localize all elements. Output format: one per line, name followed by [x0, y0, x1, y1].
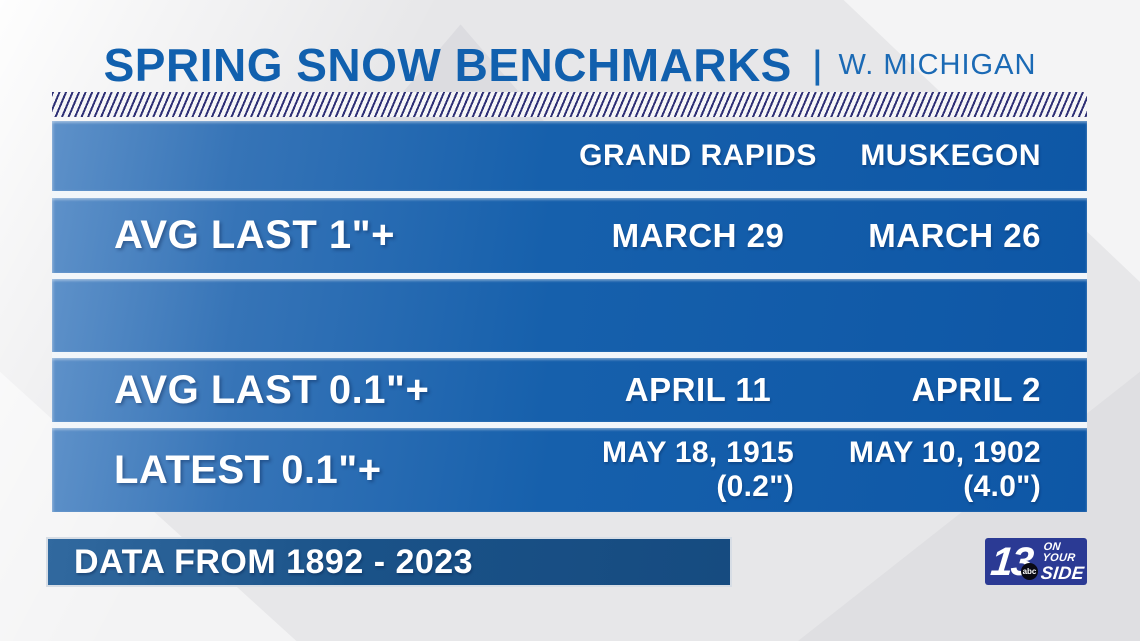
title-region: W. MICHIGAN — [838, 48, 1037, 81]
value-grand-rapids: APRIL 11 — [552, 371, 844, 409]
value-grand-rapids: MARCH 29 — [552, 217, 844, 255]
value-text: MARCH 26 — [868, 216, 1041, 254]
table-row-avg-last-1in: AVG LAST 1"+ MARCH 29 MARCH 26 — [52, 198, 1087, 273]
value-text: APRIL 2 — [911, 371, 1041, 408]
column-header-grand-rapids-label: GRAND RAPIDS — [579, 139, 817, 172]
station-logo: 13 abc ON YOUR SIDE — [985, 538, 1087, 585]
row-label: AVG LAST 1"+ — [114, 213, 395, 257]
title-separator: | — [813, 43, 822, 86]
table-row-avg-last-01in: AVG LAST 0.1"+ APRIL 11 APRIL 2 — [52, 358, 1087, 422]
benchmarks-table: GRAND RAPIDS MUSKEGON AVG LAST 1"+ MARCH… — [52, 121, 1087, 512]
value-date: MAY 10, 1902 — [848, 436, 1041, 470]
row-label: LATEST 0.1"+ — [114, 447, 382, 492]
value-amount: (0.2") — [716, 470, 795, 503]
value-grand-rapids: MAY 18, 1915 (0.2") — [552, 436, 844, 503]
value-text: APRIL 11 — [624, 371, 772, 408]
column-header-muskegon-label: MUSKEGON — [860, 139, 1041, 172]
table-header-row: GRAND RAPIDS MUSKEGON — [52, 121, 1087, 191]
value-stack: MAY 18, 1915 (0.2") — [602, 436, 794, 503]
value-muskegon: MARCH 26 — [844, 217, 1087, 255]
value-date: MAY 18, 1915 — [601, 436, 795, 470]
hatch-divider — [52, 92, 1087, 117]
column-header-grand-rapids: GRAND RAPIDS — [552, 139, 844, 173]
row-label: AVG LAST 0.1"+ — [114, 367, 430, 412]
table-row-latest-01in: LATEST 0.1"+ MAY 18, 1915 (0.2") MAY 10,… — [52, 428, 1087, 512]
title-main: SPRING SNOW BENCHMARKS — [103, 39, 792, 91]
data-source-text: DATA FROM 1892 - 2023 — [74, 542, 474, 581]
logo-tagline-top: ON YOUR — [1041, 540, 1076, 564]
table-row-spacer — [52, 279, 1087, 352]
data-source-bar: DATA FROM 1892 - 2023 — [48, 539, 730, 585]
column-header-muskegon: MUSKEGON — [844, 139, 1087, 173]
value-muskegon: MAY 10, 1902 (4.0") — [844, 436, 1087, 503]
value-muskegon: APRIL 2 — [844, 371, 1087, 409]
value-amount: (4.0") — [963, 470, 1041, 503]
value-text: MARCH 29 — [611, 216, 785, 254]
page-title: SPRING SNOW BENCHMARKS | W. MICHIGAN — [0, 38, 1140, 92]
logo-tagline: ON YOUR SIDE — [1039, 540, 1089, 583]
abc-network-icon: abc — [1021, 563, 1038, 580]
logo-tagline-bottom: SIDE — [1039, 562, 1085, 583]
